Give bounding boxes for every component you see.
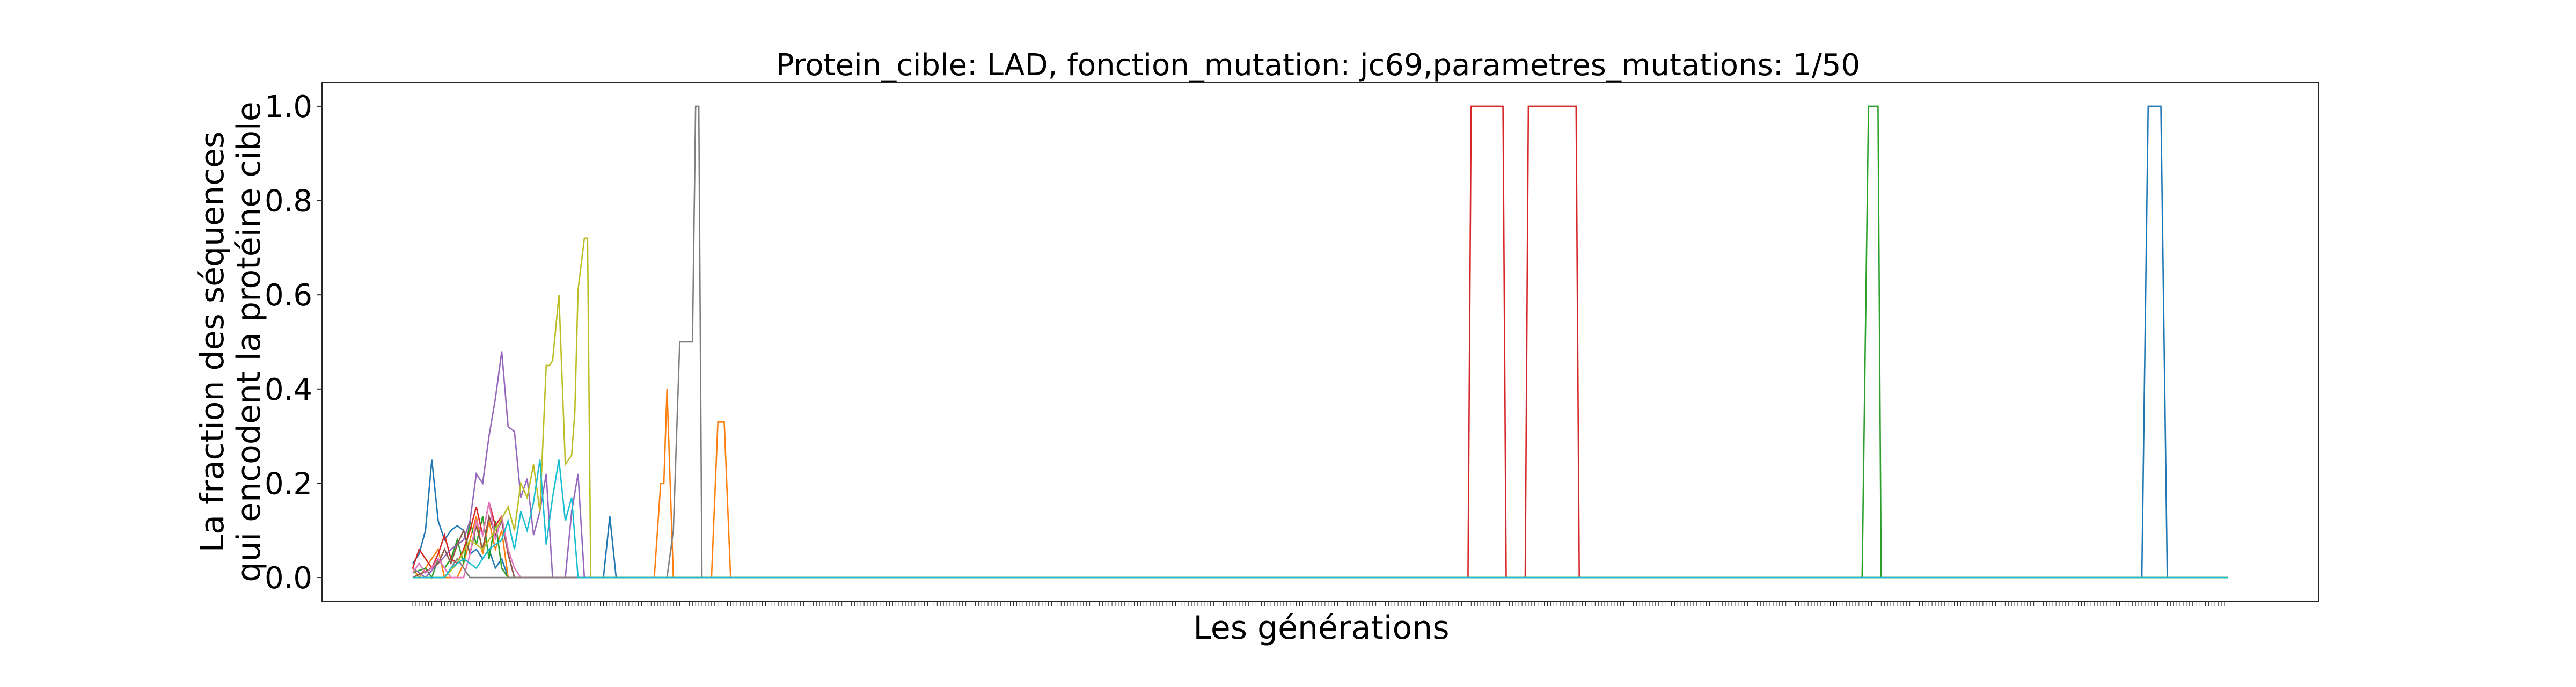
y-tick-label: 0.8 [265,184,312,219]
y-tick-label: 0.6 [265,278,312,313]
series-line-10 [413,459,2228,579]
series-line-8 [413,105,2228,579]
y-axis-label-line-1: La fraction des séquences [194,131,231,553]
series-line-9 [413,237,2228,579]
series-line-2 [412,389,2228,579]
y-tick-label: 1.0 [265,90,312,125]
x-axis-ticks [412,601,2225,606]
y-tick-label: 0.4 [265,372,312,407]
y-axis-label-line-2: qui encodent la protéine cible [230,101,268,582]
series-line-5 [412,351,2228,579]
chart-title: Protein_cible: LAD, fonction_mutation: j… [776,48,1860,83]
series-lines [412,105,2228,580]
plot-frame [321,82,2319,602]
y-tick-label: 0.2 [265,466,312,501]
x-axis-label: Les générations [1193,609,1449,647]
y-axis-label: La fraction des séquences qui encodent l… [194,101,268,582]
series-line-7 [412,502,2228,579]
y-axis-ticks: 0.0 0.2 0.4 0.6 0.8 1.0 [265,90,322,596]
y-tick-label: 0.0 [265,561,312,596]
series-line-6 [412,513,2228,579]
